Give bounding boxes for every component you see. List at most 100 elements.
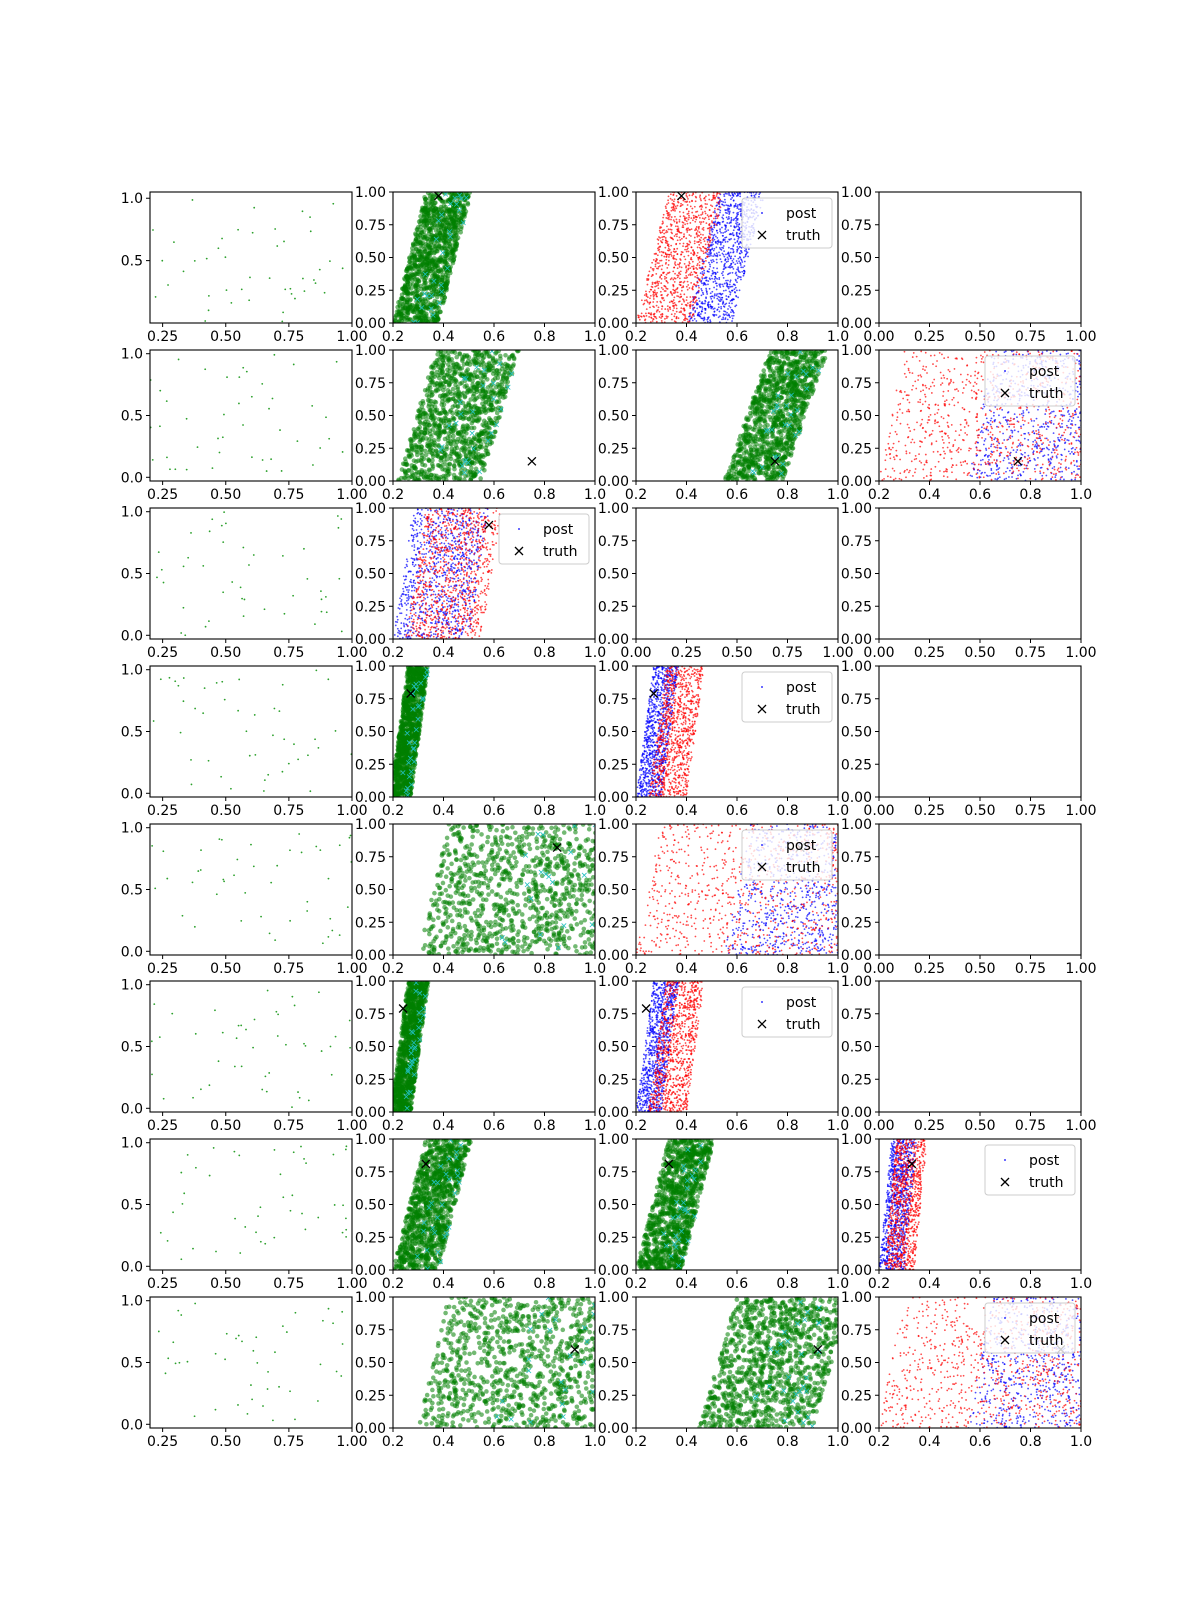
posterior-red-point: [664, 308, 667, 310]
posterior-point: [468, 409, 474, 415]
posterior-red-point: [657, 306, 660, 309]
posterior-blue-point: [728, 302, 731, 305]
posterior-point: [430, 273, 435, 279]
posterior-red-point: [708, 237, 711, 240]
posterior-red-point: [665, 217, 668, 219]
posterior-blue-point: [712, 243, 714, 246]
posterior-blue-point: [728, 290, 731, 293]
posterior-point: [415, 426, 421, 432]
posterior-red-point: [690, 300, 693, 303]
y-tick-label: 0.75: [355, 376, 386, 392]
posterior-red-point: [671, 294, 674, 296]
posterior-red-point: [666, 308, 669, 311]
legend-post-marker: [761, 212, 763, 214]
posterior-red-point: [692, 253, 695, 256]
posterior-point: [498, 353, 503, 359]
posterior-red-point: [684, 248, 686, 251]
posterior-red-point: [669, 223, 672, 226]
prior-cross: ×: [435, 299, 443, 309]
posterior-red-point: [667, 256, 670, 258]
posterior-red-point: [718, 192, 721, 195]
posterior-red-point: [662, 251, 665, 254]
posterior-red-point: [677, 263, 679, 266]
posterior-point: [472, 442, 478, 447]
posterior-red-point: [655, 272, 658, 275]
posterior-red-point: [697, 241, 700, 244]
posterior-point: [478, 476, 483, 481]
posterior-red-point: [668, 213, 671, 216]
x-tick-label: 0.6: [483, 487, 505, 503]
posterior-blue-point: [717, 306, 720, 309]
posterior-blue-point: [712, 260, 715, 263]
posterior-red-point: [689, 205, 692, 208]
posterior-red-point: [687, 218, 690, 221]
posterior-point: [421, 212, 427, 218]
posterior-blue-point: [722, 217, 725, 220]
posterior-red-point: [694, 300, 697, 303]
posterior-point: [423, 204, 429, 209]
posterior-red-point: [702, 233, 704, 236]
posterior-point: [427, 268, 432, 274]
posterior-point: [439, 445, 445, 451]
prior-cross: ×: [508, 370, 516, 380]
posterior-red-point: [682, 298, 684, 301]
posterior-red-point: [673, 262, 676, 265]
posterior-red-point: [696, 246, 699, 249]
posterior-blue-point: [727, 216, 730, 218]
posterior-point: [441, 228, 447, 233]
posterior-blue-point: [739, 213, 742, 215]
posterior-red-point: [670, 251, 673, 254]
posterior-point: [496, 350, 501, 354]
posterior-blue-point: [713, 296, 716, 299]
posterior-blue-point: [721, 203, 724, 206]
posterior-red-point: [677, 274, 680, 277]
posterior-red-point: [695, 254, 698, 257]
posterior-red-point: [677, 200, 679, 203]
posterior-point: [408, 286, 414, 291]
posterior-point: [448, 391, 454, 397]
posterior-red-point: [660, 308, 663, 310]
prior-cross: ×: [462, 193, 470, 203]
posterior-blue-point: [738, 233, 741, 235]
posterior-blue-point: [718, 222, 721, 224]
posterior-point: [468, 397, 474, 402]
posterior-red-point: [672, 219, 675, 222]
sample-point: [251, 231, 254, 234]
sample-point: [207, 294, 210, 297]
posterior-blue-point: [723, 282, 726, 285]
posterior-red-point: [673, 247, 676, 250]
posterior-blue-point: [736, 207, 739, 209]
posterior-blue-point: [735, 304, 738, 307]
posterior-blue-point: [716, 243, 719, 245]
posterior-point: [398, 309, 404, 314]
prior-cross: ×: [456, 191, 464, 201]
posterior-blue-point: [745, 248, 748, 251]
posterior-blue-point: [703, 302, 706, 305]
posterior-blue-point: [729, 251, 732, 254]
posterior-red-point: [684, 200, 687, 203]
posterior-red-point: [686, 222, 689, 225]
posterior-red-point: [664, 285, 666, 288]
posterior-point: [442, 350, 448, 355]
posterior-blue-point: [734, 284, 736, 287]
plot-area: ××××××××××××××××××××××××××××××: [723, 350, 828, 481]
posterior-blue-point: [712, 255, 715, 257]
posterior-blue-point: [715, 282, 718, 285]
posterior-red-point: [704, 195, 707, 198]
posterior-point: [434, 281, 440, 286]
posterior-point: [480, 388, 486, 394]
posterior-point: [415, 239, 420, 245]
posterior-red-point: [666, 225, 668, 228]
posterior-point: [464, 431, 469, 436]
posterior-point: [441, 245, 447, 250]
posterior-point: [454, 354, 460, 360]
posterior-point: [471, 384, 476, 390]
posterior-red-point: [675, 307, 678, 310]
posterior-red-point: [703, 240, 706, 242]
sample-point: [238, 402, 240, 405]
posterior-point: [489, 440, 495, 445]
posterior-point: [417, 221, 423, 227]
posterior-blue-point: [730, 311, 732, 313]
posterior-blue-point: [735, 222, 737, 225]
posterior-red-point: [655, 257, 658, 260]
